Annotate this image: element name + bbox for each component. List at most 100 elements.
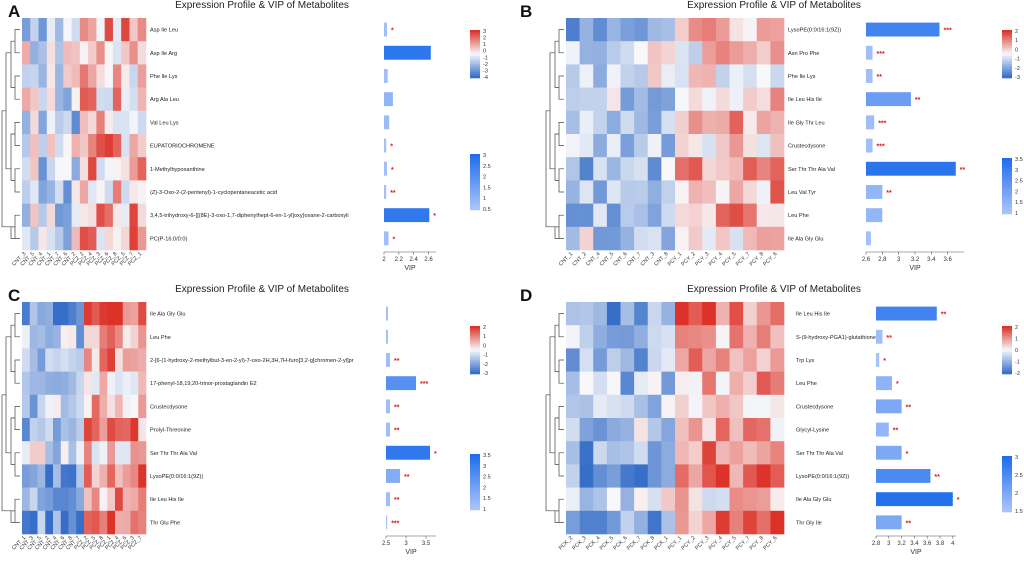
heatmap-cell <box>675 325 689 349</box>
colorbar-segment <box>1002 162 1012 166</box>
heatmap-cell <box>715 87 730 112</box>
heatmap-cell <box>55 41 64 65</box>
colorbar-segment <box>470 507 480 511</box>
heatmap-cell <box>22 464 31 488</box>
colorbar-segment <box>1002 330 1012 333</box>
colorbar-segment <box>1002 197 1012 201</box>
heatmap-cell <box>71 64 81 88</box>
heatmap-cell <box>743 302 758 326</box>
significance-mark: ** <box>934 474 940 481</box>
heatmap-cell <box>743 134 758 158</box>
heatmap-cell <box>756 371 771 396</box>
colorbar-segment <box>1002 186 1012 189</box>
column-label: PCK_3 <box>571 535 587 551</box>
column-label: PCK_2 <box>558 535 574 551</box>
vip-tick-label: 3.6 <box>923 541 932 547</box>
colorbar-segment <box>1002 344 1012 347</box>
heatmap-cell <box>743 394 758 419</box>
colorbar-segment <box>1002 364 1012 367</box>
heatmap-cell <box>122 464 131 488</box>
heatmap-cell <box>84 418 93 442</box>
heatmap-cell <box>30 41 39 65</box>
heatmap-cell <box>770 180 785 204</box>
vip-tick-label: 2.6 <box>424 257 433 263</box>
heatmap-cell <box>702 157 717 181</box>
colorbar-segment <box>470 186 480 190</box>
colorbar-segment <box>470 203 480 206</box>
colorbar-segment <box>1002 52 1012 55</box>
colorbar-segment <box>1002 32 1012 35</box>
heatmap-cell <box>647 87 662 112</box>
vip-colorbar: 3 2.5 2 1.5 <box>1002 455 1023 515</box>
heatmap-cell <box>91 394 100 419</box>
significance-mark: ** <box>886 190 892 197</box>
heatmap-cell <box>76 464 85 488</box>
heatmap-cell <box>675 226 689 251</box>
heatmap-cell <box>729 64 744 88</box>
colorbar-segment <box>1002 334 1012 337</box>
heatmap-cell <box>129 64 139 88</box>
dendrogram-branch <box>554 226 559 239</box>
heatmap-cell <box>53 441 62 465</box>
dendrogram-branch <box>558 406 564 430</box>
colorbar-tick-label: 0 <box>1015 47 1018 53</box>
colorbar-segment <box>470 372 480 375</box>
colorbar-segment <box>470 177 480 180</box>
heatmap-cell <box>96 87 105 112</box>
significance-mark: *** <box>420 381 428 388</box>
colorbar-segment <box>470 62 480 65</box>
colorbar-segment <box>470 340 480 343</box>
heatmap-cell <box>729 418 744 442</box>
heatmap-cell <box>634 180 649 204</box>
vip-bar <box>384 138 387 153</box>
heatmap-cell <box>91 325 100 349</box>
significance-mark: ** <box>893 428 899 435</box>
vip-tick-label: 2.2 <box>395 257 404 263</box>
heatmap-cell <box>22 371 31 396</box>
colorbar-segment <box>1002 66 1012 69</box>
heatmap-cell <box>756 64 771 88</box>
colorbar-segment <box>1002 340 1012 343</box>
column-label: PCK_8 <box>640 535 656 551</box>
heatmap-cell <box>60 441 69 465</box>
dendrogram-branch <box>10 133 15 181</box>
heatmap-cell <box>137 157 147 181</box>
heatmap-cell <box>55 157 64 181</box>
significance-mark: * <box>896 381 899 388</box>
heatmap-cell <box>675 441 689 465</box>
heatmap-cell <box>715 464 730 488</box>
heatmap-cell <box>593 157 608 181</box>
vip-bar <box>876 353 880 367</box>
heatmap-cell <box>138 371 147 396</box>
colorbar-tick-label: -3 <box>483 68 488 74</box>
heatmap-cell <box>68 302 77 326</box>
heatmap-cell <box>620 394 635 419</box>
colorbar-segment <box>1002 460 1012 464</box>
heatmap-cell <box>702 203 717 228</box>
heatmap-cell <box>620 487 635 512</box>
heatmap-cell <box>675 203 689 228</box>
heatmap-cell <box>121 41 130 65</box>
heatmap-cell <box>729 441 744 465</box>
significance-mark: ** <box>394 358 400 365</box>
row-label: 3,4,5-trihydroxy-6-{[(8E)-3-oxo-1,7-diph… <box>150 213 349 219</box>
heatmap-cell <box>137 18 147 42</box>
heatmap-cell <box>29 394 38 419</box>
vip-tick-label: 2.8 <box>878 257 887 263</box>
colorbar-segment <box>1002 172 1012 175</box>
heatmap-cell <box>53 348 62 372</box>
heatmap-cell <box>715 325 730 349</box>
colorbar-segment <box>470 189 480 192</box>
significance-mark: ** <box>390 190 396 197</box>
heatmap-cell <box>22 348 31 372</box>
heatmap-cell <box>37 487 46 512</box>
heatmap-cell <box>756 510 771 535</box>
heatmap-cell <box>579 487 594 512</box>
heatmap-cell <box>107 441 116 465</box>
heatmap-cell <box>130 348 139 372</box>
heatmap-cell <box>112 41 122 65</box>
column-label: CNT_4 <box>585 251 601 267</box>
colorbar-segment <box>470 170 480 173</box>
heatmap-cell <box>620 226 635 251</box>
colorbar-segment <box>1002 72 1012 75</box>
